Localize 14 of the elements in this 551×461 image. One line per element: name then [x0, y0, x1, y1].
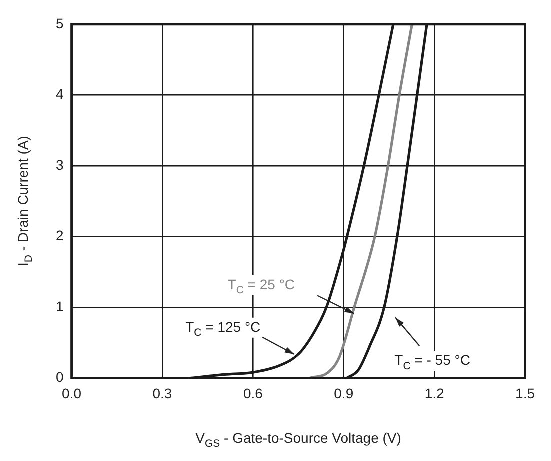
x-tick-label: 1.2	[424, 385, 445, 402]
line-series	[308, 24, 414, 378]
x-tick-label: 0.6	[243, 385, 264, 402]
x-tick-label: 0.0	[62, 385, 82, 402]
y-tick-label: 2	[56, 228, 64, 244]
y-tick-label: 3	[56, 156, 64, 173]
y-tick-label: 0	[56, 369, 64, 386]
y-tick-label: 1	[56, 298, 64, 314]
x-tick-label: 0.3	[152, 385, 172, 402]
y-tick-label: 4	[56, 86, 64, 102]
y-axis-title: ID - Drain Current (A)	[15, 136, 36, 267]
y-tick-label: 5	[56, 15, 64, 32]
x-tick-label: 1.5	[516, 385, 536, 402]
x-tick-label: 0.9	[334, 385, 354, 402]
